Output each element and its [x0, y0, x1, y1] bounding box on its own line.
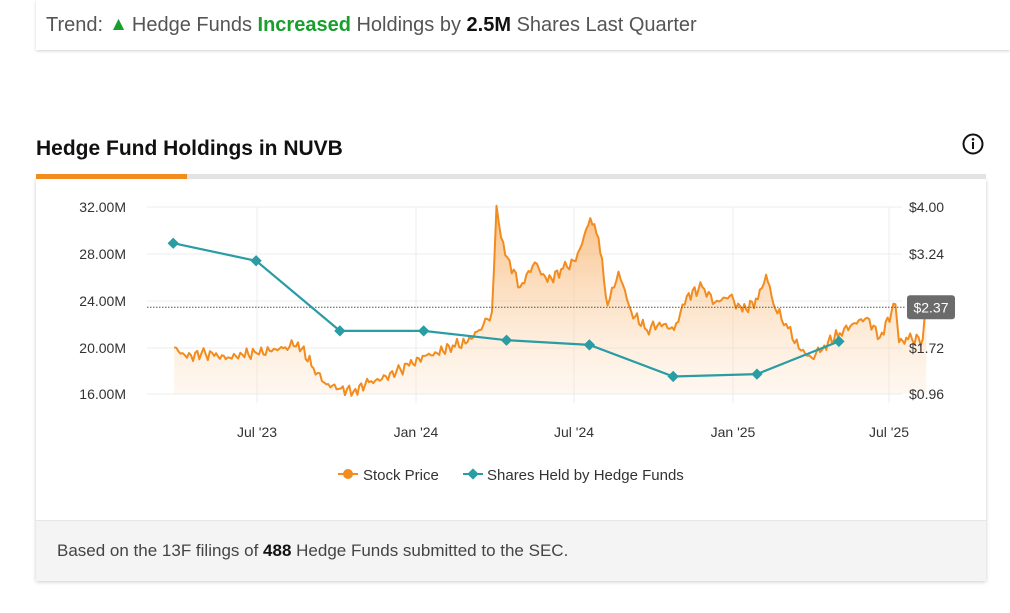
holdings-point — [500, 334, 513, 346]
right-axis-tick-label: $0.96 — [909, 386, 944, 402]
chart-legend: Stock Price Shares Held by Hedge Funds — [338, 467, 684, 484]
holdings-point — [167, 237, 179, 249]
holdings-point — [751, 368, 763, 380]
footer-suffix: Hedge Funds submitted to the SEC. — [296, 541, 569, 560]
holdings-point — [250, 255, 262, 267]
info-circle-icon[interactable] — [962, 133, 984, 155]
x-axis-tick-label: Jan '24 — [394, 424, 439, 440]
trend-up-arrow-icon: ▲ — [109, 14, 128, 35]
trend-banner: Trend: ▲ Hedge Funds Increased Holdings … — [36, 0, 1010, 50]
right-axis-tick-label: $3.24 — [909, 246, 944, 262]
legend-stock-price-label: Stock Price — [363, 467, 439, 484]
hedge-fund-holdings-series — [167, 237, 845, 383]
x-axis-tick-label: Jul '23 — [237, 424, 277, 440]
holdings-point — [583, 339, 596, 351]
holdings-point — [667, 370, 679, 383]
stock-price-area — [174, 205, 927, 396]
footer-note: Based on the 13F filings of 488 Hedge Fu… — [36, 520, 986, 581]
trend-text-1: Hedge Funds — [131, 13, 252, 36]
holdings-point — [334, 325, 346, 337]
legend-holdings-marker — [467, 468, 479, 480]
trend-amount: 2.5M — [466, 13, 512, 36]
tab-active-indicator[interactable] — [36, 174, 187, 179]
trend-text-2: Holdings by — [356, 13, 461, 36]
section-title: Hedge Fund Holdings in NUVB — [36, 137, 343, 160]
trend-direction: Increased — [257, 13, 351, 36]
current-price-badge-box — [907, 295, 955, 320]
left-axis-tick-label: 20.00M — [79, 340, 126, 356]
x-axis-tick-label: Jul '24 — [554, 424, 594, 440]
legend-holdings-label: Shares Held by Hedge Funds — [487, 467, 684, 484]
x-axis-tick-label: Jul '25 — [869, 424, 909, 440]
trend-text-3: Shares Last Quarter — [516, 13, 697, 36]
footer-prefix: Based on the 13F filings of — [57, 541, 259, 560]
stock-price-line — [173, 204, 928, 397]
left-axis-tick-label: 16.00M — [79, 386, 126, 402]
current-price-badge-label: $2.37 — [913, 299, 948, 315]
right-axis-tick-label: $4.00 — [909, 199, 944, 215]
holdings-point — [417, 325, 430, 337]
left-axis-tick-label: 28.00M — [79, 246, 126, 262]
current-price-badge: $2.37 — [907, 295, 955, 320]
trend-prefix: Trend: — [46, 13, 104, 36]
left-axis-tick-label: 32.00M — [79, 199, 126, 215]
stock-price-fill — [174, 205, 927, 396]
stock-price-series — [147, 204, 928, 397]
hedge-fund-count: 488 — [263, 541, 292, 560]
legend-stock-price-marker — [343, 469, 353, 479]
tab-track — [36, 174, 986, 179]
holdings-point — [833, 335, 845, 348]
right-axis-tick-label: $1.72 — [909, 340, 944, 356]
left-axis-tick-label: 24.00M — [79, 293, 126, 309]
x-axis-tick-label: Jan '25 — [711, 424, 756, 440]
